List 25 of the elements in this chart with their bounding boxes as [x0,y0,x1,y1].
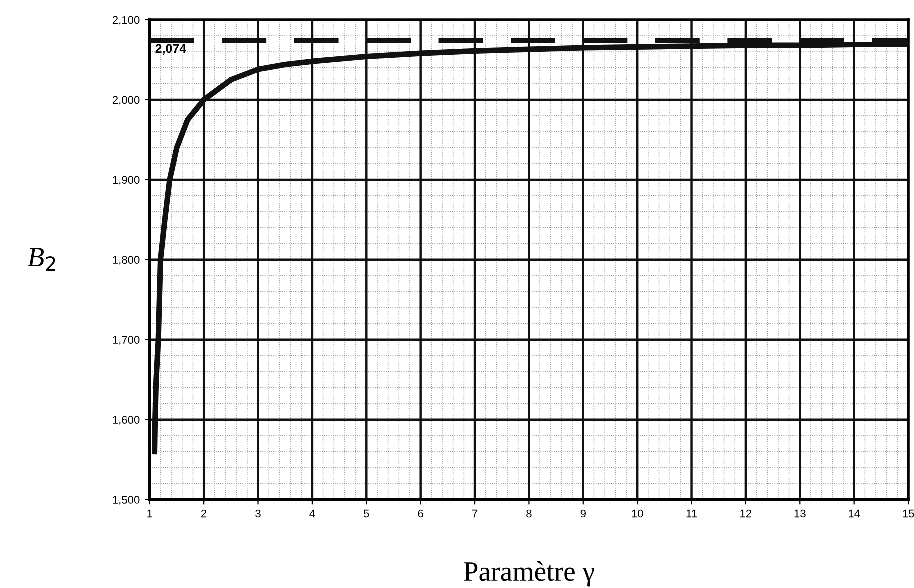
x-tick-label: 2 [202,510,207,518]
y-tick-label: 1,900 [113,176,140,186]
y-tick-label: 1,700 [113,336,140,346]
x-tick-label: 6 [418,510,424,518]
x-tick-label: 15 [903,510,914,518]
y-axis-title: B$_{2}$ [28,248,56,271]
y-tick-label: 1,500 [113,496,140,506]
x-tick-label: 10 [632,510,644,518]
x-tick-label: 4 [310,510,316,518]
y-tick-label: 2,100 [112,16,140,26]
y-tick-label: 2,000 [112,96,140,106]
x-tick-label: 5 [364,510,370,518]
y-tick-label: 1,600 [113,416,140,426]
x-tick-label: 1 [148,510,152,518]
x-tick-label: 11 [686,510,697,518]
x-tick-label: 14 [848,510,860,518]
x-tick-label: 8 [526,510,532,518]
y-tick-label: 1,800 [113,256,140,266]
x-tick-label: 9 [580,510,586,518]
x-axis-title: Paramètre γ [464,562,594,587]
x-tick-label: 13 [794,510,806,518]
x-tick-label: 7 [472,510,478,518]
x-tick-label: 12 [740,510,752,518]
ref-line-label: 2,074 [156,44,187,55]
x-tick-label: 3 [256,510,261,518]
